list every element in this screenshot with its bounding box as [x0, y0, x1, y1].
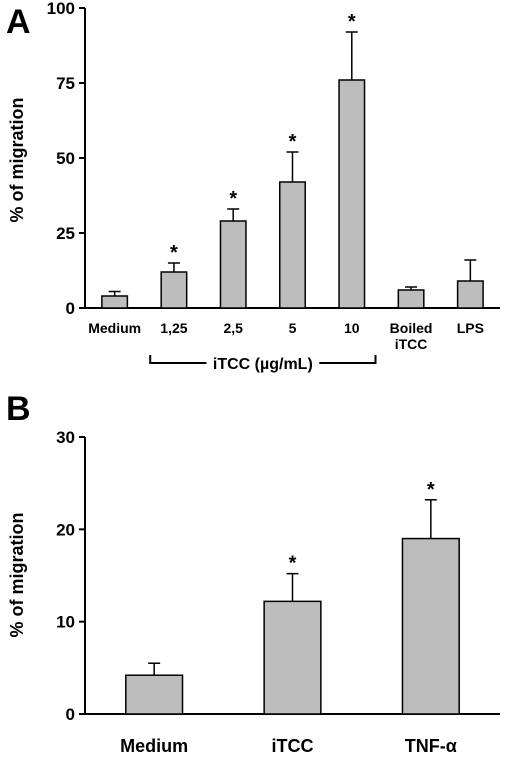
category-label: iTCC	[395, 336, 428, 352]
significance-star: *	[348, 11, 356, 33]
y-tick-label: 0	[66, 705, 75, 724]
significance-star: *	[289, 131, 297, 153]
panel-b-y-axis-label: % of migration	[7, 513, 27, 638]
significance-star: *	[427, 479, 435, 501]
category-label: iTCC	[272, 736, 314, 756]
category-label: 1,25	[160, 320, 187, 336]
panel-a-y-axis-label: % of migration	[7, 98, 27, 223]
bar-3	[279, 181, 306, 309]
bar-2	[219, 220, 247, 309]
panel-letter-a: A	[6, 3, 31, 41]
bar-2	[401, 537, 460, 715]
y-tick-label: 75	[56, 74, 75, 93]
category-label: 5	[289, 320, 297, 336]
bar-1	[160, 271, 188, 309]
bar-5	[397, 289, 425, 309]
y-tick-label: 25	[56, 224, 75, 243]
group-bracket-right	[319, 355, 377, 364]
y-tick-label: 0	[66, 299, 75, 318]
y-tick-label: 30	[56, 428, 75, 447]
bar-6	[456, 280, 484, 309]
y-tick-label: 50	[56, 149, 75, 168]
panel-letter-b: B	[6, 390, 31, 428]
group-label: iTCC (µg/mL)	[213, 356, 313, 373]
bar-0	[125, 674, 184, 715]
category-label: Medium	[120, 736, 188, 756]
y-tick-label: 100	[47, 0, 75, 18]
significance-star: *	[229, 188, 237, 210]
category-label: TNF-α	[405, 736, 457, 756]
significance-star: *	[170, 242, 178, 264]
significance-star: *	[289, 553, 297, 575]
category-label: LPS	[457, 320, 484, 336]
panel-b: 0 10 20 30 Medium * iTCC * TNF-α	[56, 428, 500, 756]
group-bracket-left	[149, 355, 207, 364]
category-label: 2,5	[223, 320, 243, 336]
bar-4	[338, 79, 366, 309]
bar-0	[101, 295, 129, 309]
category-label: Medium	[88, 320, 141, 336]
category-label: Boiled	[390, 320, 433, 336]
y-tick-label: 20	[56, 520, 75, 539]
bar-1	[263, 600, 322, 715]
category-label: 10	[344, 320, 360, 336]
y-tick-label: 10	[56, 613, 75, 632]
